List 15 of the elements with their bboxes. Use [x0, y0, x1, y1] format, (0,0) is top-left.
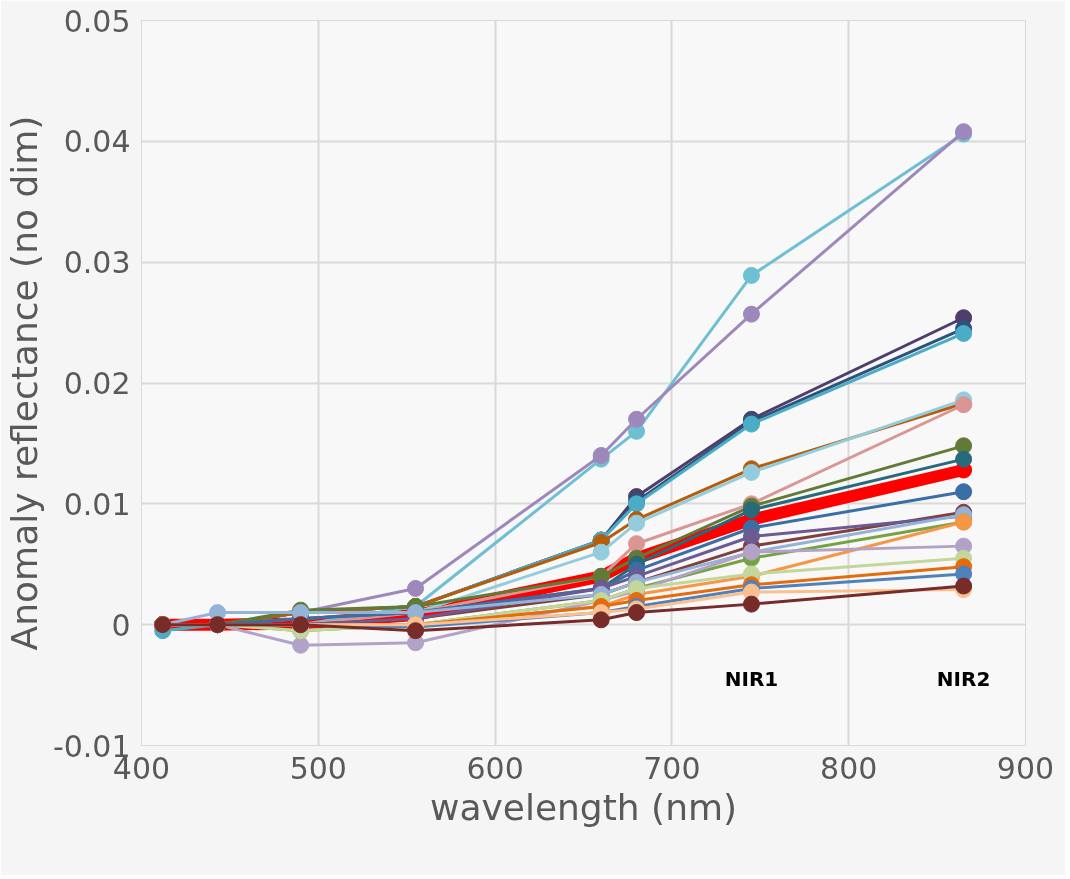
- y-tick-label: 0.04: [63, 124, 131, 160]
- y-tick-label: 0.03: [63, 245, 131, 281]
- annotation: NIR2: [936, 666, 991, 691]
- x-tick-label: 600: [466, 750, 524, 786]
- annotation: NIR1: [724, 666, 779, 691]
- x-tick-label: 800: [820, 750, 878, 786]
- y-tick-label: 0.05: [63, 3, 131, 39]
- x-tick-label: 500: [289, 750, 347, 786]
- x-tick-label: 700: [643, 750, 701, 786]
- x-tick-label: 900: [996, 750, 1055, 786]
- x-axis-title: wavelength (nm): [429, 786, 738, 828]
- y-tick-label: 0.02: [63, 366, 131, 401]
- y-axis-title: Anomaly reflectance (no dim): [3, 115, 45, 651]
- y-tick-label: 0.01: [63, 486, 131, 522]
- y-tick-label: 0: [111, 607, 131, 643]
